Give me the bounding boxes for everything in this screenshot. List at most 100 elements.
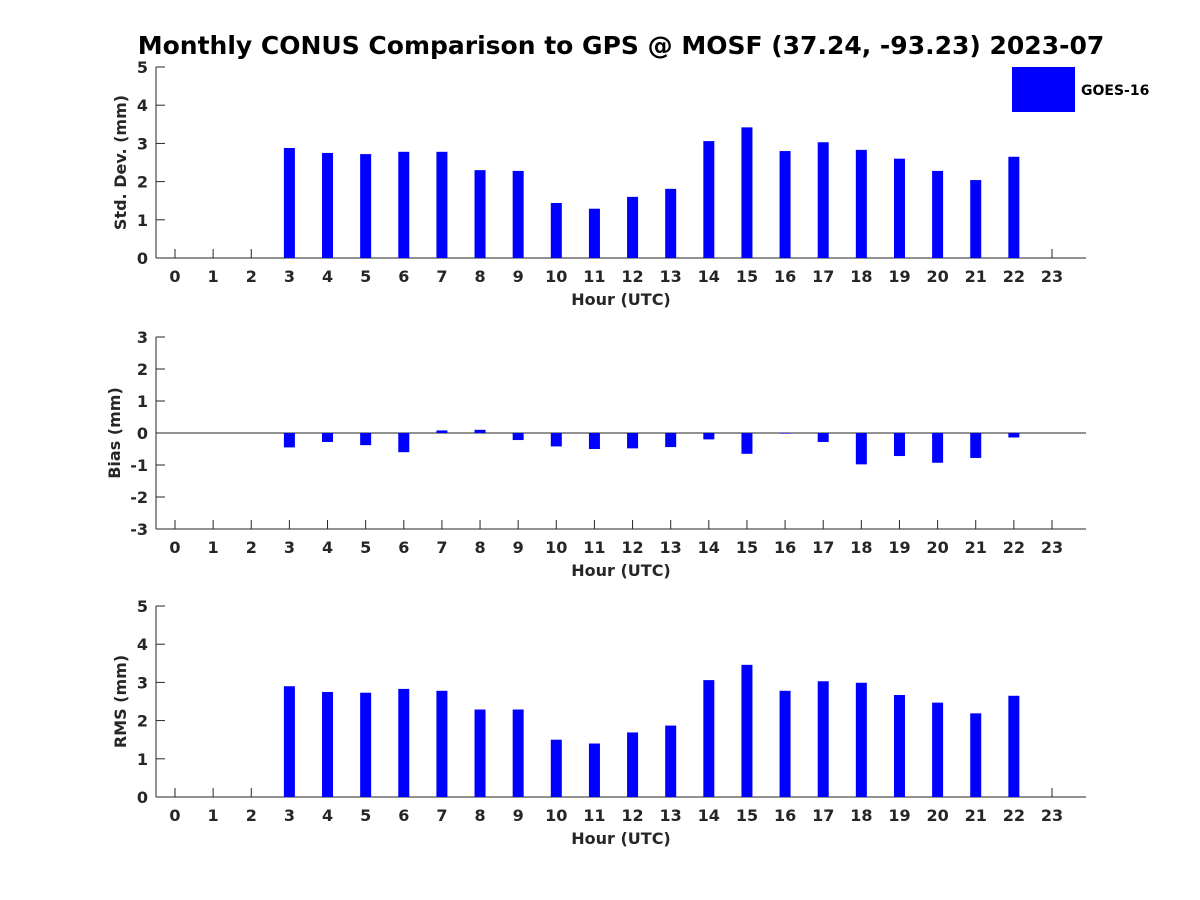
bar (398, 151, 410, 258)
bar (1008, 695, 1020, 797)
bar (360, 433, 372, 446)
y-tick-label: 5 (137, 597, 148, 616)
x-tick-label: 23 (1041, 806, 1063, 825)
x-tick-label: 13 (660, 267, 682, 286)
x-tick-label: 3 (284, 538, 295, 557)
y-tick-label: 1 (137, 750, 148, 769)
bar (398, 688, 410, 797)
bar (550, 433, 562, 447)
x-tick-label: 5 (360, 538, 371, 557)
chart-title: Monthly CONUS Comparison to GPS @ MOSF (… (138, 31, 1105, 60)
x-tick-label: 10 (545, 806, 567, 825)
x-tick-label: 0 (169, 538, 180, 557)
bar (665, 725, 677, 797)
bar (932, 433, 944, 463)
x-tick-label: 1 (208, 538, 219, 557)
x-axis-label: Hour (UTC) (571, 829, 671, 848)
bar (436, 690, 448, 797)
bar (627, 433, 639, 449)
x-tick-label: 4 (322, 267, 333, 286)
x-tick-label: 20 (926, 267, 948, 286)
x-tick-label: 9 (513, 538, 524, 557)
x-tick-label: 9 (513, 267, 524, 286)
bar (741, 433, 753, 454)
x-tick-label: 8 (474, 538, 485, 557)
legend-swatch (1012, 67, 1075, 112)
bar (893, 433, 905, 457)
bar (588, 743, 600, 797)
x-tick-label: 6 (398, 538, 409, 557)
bar (741, 664, 753, 797)
bar (855, 682, 867, 797)
bar (322, 152, 334, 258)
bar (779, 690, 791, 797)
x-tick-label: 11 (583, 267, 605, 286)
y-tick-label: 3 (137, 673, 148, 692)
bar (398, 433, 410, 453)
bar (283, 433, 295, 448)
bar (512, 433, 524, 441)
x-tick-label: 10 (545, 538, 567, 557)
y-tick-label: 0 (137, 249, 148, 268)
bar (360, 154, 372, 258)
x-tick-label: 21 (965, 538, 987, 557)
bar (283, 686, 295, 797)
x-tick-label: 15 (736, 806, 758, 825)
y-tick-label: 1 (137, 392, 148, 411)
bar (360, 692, 372, 797)
bar (817, 433, 829, 442)
bar (474, 709, 486, 797)
bar (932, 702, 944, 797)
bar (779, 433, 791, 434)
x-tick-label: 16 (774, 267, 796, 286)
x-tick-label: 8 (474, 267, 485, 286)
bar (550, 739, 562, 797)
x-tick-label: 6 (398, 267, 409, 286)
x-tick-label: 10 (545, 267, 567, 286)
x-tick-label: 19 (888, 806, 910, 825)
bar (970, 180, 982, 258)
x-tick-label: 19 (888, 267, 910, 286)
x-tick-label: 7 (436, 806, 447, 825)
x-tick-label: 2 (246, 538, 257, 557)
bar (817, 142, 829, 258)
bar (588, 208, 600, 258)
bar (436, 151, 448, 258)
y-tick-label: 4 (137, 96, 148, 115)
x-tick-label: 18 (850, 267, 872, 286)
bar (1008, 156, 1020, 258)
x-tick-label: 2 (246, 806, 257, 825)
x-tick-label: 11 (583, 538, 605, 557)
bar (588, 433, 600, 449)
bar (893, 158, 905, 258)
bar (893, 695, 905, 797)
x-tick-label: 23 (1041, 538, 1063, 557)
x-tick-label: 12 (621, 538, 643, 557)
bar (970, 713, 982, 797)
y-tick-label: 5 (137, 58, 148, 77)
x-tick-label: 5 (360, 806, 371, 825)
x-tick-label: 16 (774, 538, 796, 557)
bar (322, 433, 334, 442)
y-axis-label: Bias (mm) (105, 387, 124, 479)
y-tick-label: 2 (137, 173, 148, 192)
x-tick-label: 5 (360, 267, 371, 286)
bar (970, 433, 982, 458)
y-tick-label: 4 (137, 635, 148, 654)
x-tick-label: 2 (246, 267, 257, 286)
bar (817, 681, 829, 797)
y-tick-label: -1 (130, 456, 148, 475)
x-tick-label: 8 (474, 806, 485, 825)
bar (1008, 433, 1020, 438)
x-tick-label: 21 (965, 267, 987, 286)
bar (512, 170, 524, 258)
bar (283, 147, 295, 258)
x-tick-label: 18 (850, 538, 872, 557)
bar (550, 202, 562, 258)
bar (932, 170, 944, 258)
x-tick-label: 4 (322, 538, 333, 557)
y-tick-label: -2 (130, 488, 148, 507)
x-tick-label: 21 (965, 806, 987, 825)
